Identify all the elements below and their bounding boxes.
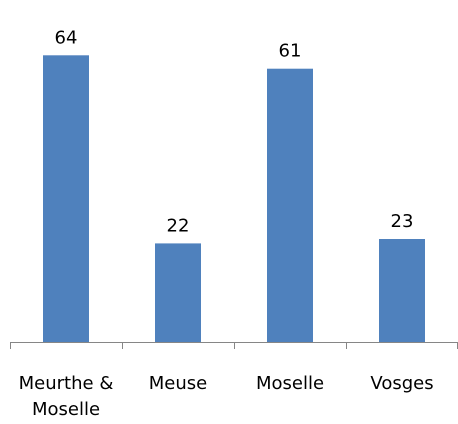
category-label-meurthe-moselle: Meurthe & Moselle xyxy=(19,373,114,420)
category-label-line: Moselle xyxy=(32,399,100,420)
bar-moselle xyxy=(267,68,313,342)
data-label-vosges: 23 xyxy=(391,211,414,232)
x-axis xyxy=(10,342,458,349)
category-label-meuse: Meuse xyxy=(149,373,207,394)
category-labels-group: Meurthe & Moselle Meuse Moselle Vosges xyxy=(19,373,434,420)
bars-group xyxy=(43,55,425,343)
category-label-line: Meurthe & xyxy=(19,373,114,394)
category-label-line: Vosges xyxy=(370,373,433,394)
data-label-meurthe-moselle: 64 xyxy=(55,27,78,48)
data-labels-group: 64 22 61 23 xyxy=(55,27,414,236)
data-label-moselle: 61 xyxy=(279,41,302,62)
category-label-line: Meuse xyxy=(149,373,207,394)
category-label-vosges: Vosges xyxy=(370,373,433,394)
bar-meurthe-moselle xyxy=(43,55,89,343)
bar-vosges xyxy=(379,239,425,342)
category-label-moselle: Moselle xyxy=(256,373,324,394)
category-label-line: Moselle xyxy=(256,373,324,394)
bar-meuse xyxy=(155,243,201,342)
data-label-meuse: 22 xyxy=(167,215,190,236)
